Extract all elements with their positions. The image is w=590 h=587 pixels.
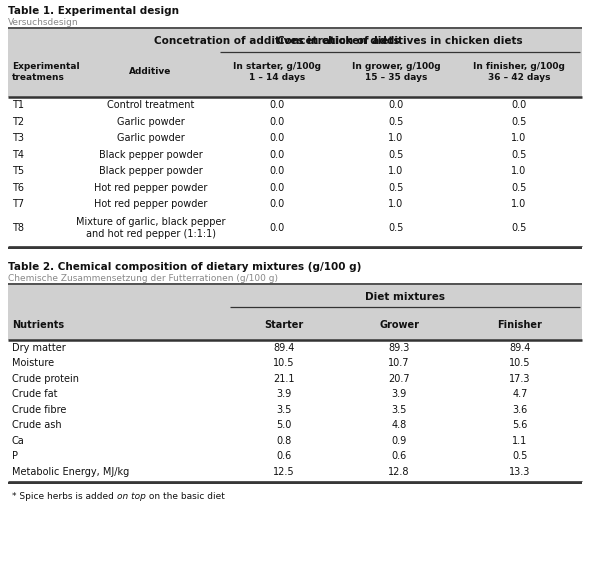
Text: Black pepper powder: Black pepper powder [99, 166, 202, 176]
Text: Table 1. Experimental design: Table 1. Experimental design [8, 6, 179, 16]
Text: Metabolic Energy, MJ/kg: Metabolic Energy, MJ/kg [12, 467, 129, 477]
Text: Garlic powder: Garlic powder [117, 117, 184, 127]
Text: Chemische Zusammensetzung der Futterrationen (g/100 g): Chemische Zusammensetzung der Futterrati… [8, 274, 278, 283]
Text: 0.0: 0.0 [512, 100, 527, 110]
Text: Black pepper powder: Black pepper powder [99, 150, 202, 160]
Text: Hot red pepper powder: Hot red pepper powder [94, 183, 207, 193]
Text: 0.0: 0.0 [270, 166, 284, 176]
Text: 0.6: 0.6 [276, 451, 291, 461]
Text: Mixture of garlic, black pepper
and hot red pepper (1:1:1): Mixture of garlic, black pepper and hot … [76, 217, 225, 239]
Text: 1.0: 1.0 [388, 199, 404, 209]
Text: Versuchsdesign: Versuchsdesign [8, 18, 78, 27]
Text: T5: T5 [12, 166, 24, 176]
Text: 0.5: 0.5 [512, 150, 527, 160]
Text: P: P [12, 451, 18, 461]
Text: In finisher, g/100g
36 – 42 days: In finisher, g/100g 36 – 42 days [473, 62, 565, 82]
Text: 0.0: 0.0 [270, 100, 284, 110]
Text: on top: on top [117, 492, 146, 501]
Text: 3.5: 3.5 [276, 404, 291, 414]
Text: 13.3: 13.3 [509, 467, 530, 477]
Text: 12.8: 12.8 [388, 467, 409, 477]
Text: 21.1: 21.1 [273, 373, 295, 383]
Text: 3.5: 3.5 [391, 404, 407, 414]
Text: 0.6: 0.6 [391, 451, 407, 461]
Text: on the basic diet: on the basic diet [146, 492, 225, 501]
Text: 3.6: 3.6 [512, 404, 527, 414]
Text: In grower, g/100g
15 – 35 days: In grower, g/100g 15 – 35 days [352, 62, 440, 82]
Text: 5.6: 5.6 [512, 420, 527, 430]
Text: T4: T4 [12, 150, 24, 160]
Text: 4.7: 4.7 [512, 389, 527, 399]
Text: 1.0: 1.0 [512, 166, 527, 176]
Text: Ca: Ca [12, 436, 25, 446]
Text: 0.9: 0.9 [391, 436, 407, 446]
Text: 10.7: 10.7 [388, 358, 409, 368]
Text: Control treatment: Control treatment [107, 100, 194, 110]
Text: Garlic powder: Garlic powder [117, 133, 184, 143]
Text: Crude fat: Crude fat [12, 389, 57, 399]
Text: Hot red pepper powder: Hot red pepper powder [94, 199, 207, 209]
Text: Moisture: Moisture [12, 358, 54, 368]
Text: Dry matter: Dry matter [12, 343, 65, 353]
Text: Nutrients: Nutrients [12, 320, 64, 330]
Text: 10.5: 10.5 [273, 358, 295, 368]
Text: 0.5: 0.5 [388, 117, 404, 127]
Bar [8, 29, 582, 97]
Text: 3.9: 3.9 [391, 389, 407, 399]
Text: T6: T6 [12, 183, 24, 193]
Text: 17.3: 17.3 [509, 373, 531, 383]
Text: Finisher: Finisher [497, 320, 542, 330]
Text: Grower: Grower [379, 320, 419, 330]
Text: 0.5: 0.5 [388, 150, 404, 160]
Text: 0.0: 0.0 [270, 223, 284, 233]
Text: 20.7: 20.7 [388, 373, 410, 383]
Text: 1.0: 1.0 [512, 199, 527, 209]
Text: 0.0: 0.0 [270, 133, 284, 143]
Text: In starter, g/100g
1 – 14 days: In starter, g/100g 1 – 14 days [233, 62, 321, 82]
Text: Crude ash: Crude ash [12, 420, 61, 430]
Text: Crude fibre: Crude fibre [12, 404, 66, 414]
Text: 12.5: 12.5 [273, 467, 295, 477]
Text: T3: T3 [12, 133, 24, 143]
Text: Crude protein: Crude protein [12, 373, 79, 383]
Text: Table 2. Chemical composition of dietary mixtures (g/100 g): Table 2. Chemical composition of dietary… [8, 262, 361, 272]
Text: 0.8: 0.8 [276, 436, 291, 446]
Bar [8, 285, 582, 340]
Text: T2: T2 [12, 117, 24, 127]
Text: 1.1: 1.1 [512, 436, 527, 446]
Text: Diet mixtures: Diet mixtures [365, 292, 445, 302]
Text: 0.0: 0.0 [270, 183, 284, 193]
Text: 0.0: 0.0 [270, 150, 284, 160]
Text: 1.0: 1.0 [388, 133, 404, 143]
Text: 0.5: 0.5 [388, 223, 404, 233]
Text: 1.0: 1.0 [388, 166, 404, 176]
Text: Starter: Starter [264, 320, 304, 330]
Text: 0.5: 0.5 [512, 183, 527, 193]
Text: 10.5: 10.5 [509, 358, 531, 368]
Text: 89.4: 89.4 [273, 343, 294, 353]
Text: Concetration of additives in chicken diets: Concetration of additives in chicken die… [154, 36, 400, 46]
Text: 89.3: 89.3 [388, 343, 409, 353]
Text: 0.0: 0.0 [270, 117, 284, 127]
Text: 0.0: 0.0 [388, 100, 404, 110]
Text: 0.5: 0.5 [512, 451, 527, 461]
Text: 0.0: 0.0 [270, 199, 284, 209]
Text: Concetration of additives in chicken diets: Concetration of additives in chicken die… [277, 36, 523, 46]
Text: 0.5: 0.5 [388, 183, 404, 193]
Text: Experimental
treatmens: Experimental treatmens [12, 62, 79, 82]
Text: 0.5: 0.5 [512, 223, 527, 233]
Text: 5.0: 5.0 [276, 420, 291, 430]
Text: 0.5: 0.5 [512, 117, 527, 127]
Text: T1: T1 [12, 100, 24, 110]
Text: T8: T8 [12, 223, 24, 233]
Text: 89.4: 89.4 [509, 343, 530, 353]
Text: * Spice herbs is added: * Spice herbs is added [12, 492, 117, 501]
Text: Additive: Additive [129, 68, 172, 76]
Text: 1.0: 1.0 [512, 133, 527, 143]
Text: 4.8: 4.8 [391, 420, 407, 430]
Text: T7: T7 [12, 199, 24, 209]
Text: 3.9: 3.9 [276, 389, 291, 399]
